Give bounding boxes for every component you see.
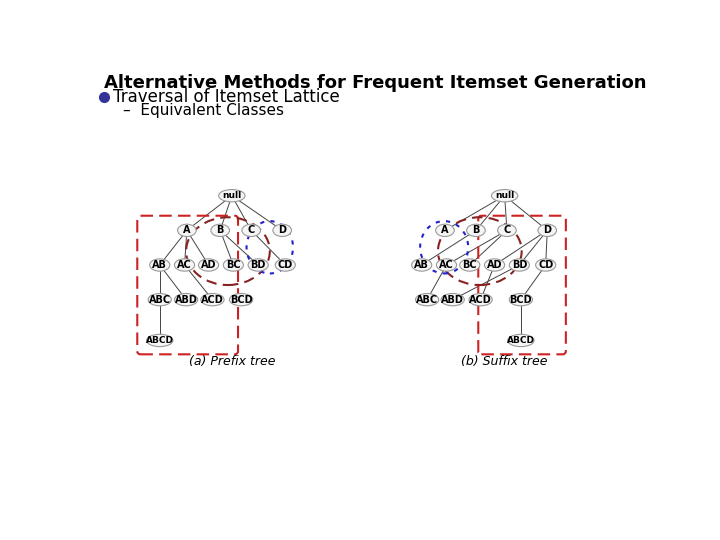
- Text: ABD: ABD: [441, 295, 464, 305]
- Text: A: A: [441, 225, 449, 235]
- Ellipse shape: [248, 259, 269, 271]
- Text: AC: AC: [177, 260, 192, 270]
- Ellipse shape: [223, 259, 243, 271]
- Ellipse shape: [436, 224, 454, 237]
- Text: null: null: [222, 191, 241, 200]
- Ellipse shape: [467, 224, 485, 237]
- Text: ABD: ABD: [175, 295, 197, 305]
- Text: B: B: [217, 225, 224, 235]
- Text: CD: CD: [278, 260, 293, 270]
- Ellipse shape: [412, 259, 432, 271]
- Text: ABCD: ABCD: [145, 336, 174, 345]
- Ellipse shape: [485, 259, 505, 271]
- Ellipse shape: [219, 190, 245, 202]
- Ellipse shape: [174, 293, 198, 306]
- Ellipse shape: [273, 224, 292, 237]
- Ellipse shape: [469, 293, 492, 306]
- Text: C: C: [248, 225, 255, 235]
- Text: ABC: ABC: [149, 295, 171, 305]
- Ellipse shape: [509, 259, 529, 271]
- Text: Alternative Methods for Frequent Itemset Generation: Alternative Methods for Frequent Itemset…: [104, 74, 647, 92]
- Text: A: A: [183, 225, 191, 235]
- Ellipse shape: [436, 259, 456, 271]
- Text: AD: AD: [201, 260, 216, 270]
- Ellipse shape: [538, 224, 557, 237]
- Text: –  Equivalent Classes: – Equivalent Classes: [122, 103, 284, 118]
- Text: null: null: [495, 191, 514, 200]
- Ellipse shape: [230, 293, 253, 306]
- Ellipse shape: [174, 259, 194, 271]
- Text: (a) Prefix tree: (a) Prefix tree: [189, 355, 275, 368]
- Ellipse shape: [201, 293, 224, 306]
- Ellipse shape: [148, 293, 171, 306]
- Text: CD: CD: [538, 260, 554, 270]
- Text: AB: AB: [153, 260, 167, 270]
- Text: D: D: [278, 225, 287, 235]
- Ellipse shape: [147, 334, 173, 347]
- Ellipse shape: [459, 259, 480, 271]
- Text: BC: BC: [462, 260, 477, 270]
- Ellipse shape: [508, 334, 534, 347]
- Text: AD: AD: [487, 260, 503, 270]
- Ellipse shape: [275, 259, 295, 271]
- Text: BD: BD: [251, 260, 266, 270]
- Text: (b) Suffix tree: (b) Suffix tree: [462, 355, 548, 368]
- Ellipse shape: [211, 224, 230, 237]
- Text: ACD: ACD: [201, 295, 224, 305]
- Text: AC: AC: [439, 260, 454, 270]
- Text: BCD: BCD: [510, 295, 532, 305]
- Ellipse shape: [509, 293, 533, 306]
- Ellipse shape: [242, 224, 261, 237]
- Text: BC: BC: [226, 260, 240, 270]
- Text: D: D: [544, 225, 552, 235]
- Ellipse shape: [498, 224, 516, 237]
- Ellipse shape: [536, 259, 556, 271]
- Ellipse shape: [415, 293, 438, 306]
- Text: Traversal of Itemset Lattice: Traversal of Itemset Lattice: [113, 88, 340, 106]
- Text: B: B: [472, 225, 480, 235]
- Ellipse shape: [441, 293, 464, 306]
- Ellipse shape: [178, 224, 196, 237]
- Text: BCD: BCD: [230, 295, 253, 305]
- Ellipse shape: [199, 259, 219, 271]
- Text: ACD: ACD: [469, 295, 492, 305]
- Text: ABC: ABC: [416, 295, 438, 305]
- Text: BD: BD: [512, 260, 527, 270]
- Ellipse shape: [150, 259, 170, 271]
- Text: C: C: [503, 225, 510, 235]
- Text: ABCD: ABCD: [507, 336, 535, 345]
- Text: AB: AB: [414, 260, 429, 270]
- Ellipse shape: [492, 190, 518, 202]
